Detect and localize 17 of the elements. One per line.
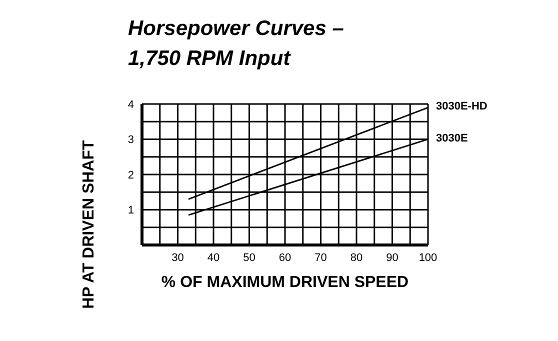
y-axis-title: HP AT DRIVEN SHAFT <box>80 140 98 309</box>
y-tick-label: 3 <box>128 134 134 146</box>
x-tick-label: 70 <box>314 252 327 264</box>
x-axis-title: % OF MAXIMUM DRIVEN SPEED <box>161 274 409 291</box>
x-tick-label: 60 <box>278 252 292 264</box>
series-label: 3030E <box>436 132 468 144</box>
x-tick-label: 100 <box>418 252 438 264</box>
chart-title: Horsepower Curves – 1,750 RPM Input <box>128 16 344 72</box>
y-tick-label: 2 <box>128 169 134 182</box>
x-tick-label: 90 <box>386 252 398 264</box>
y-tick-label: 1 <box>128 204 134 217</box>
x-tick-label: 50 <box>243 252 256 264</box>
series-label: 3030E-HD <box>436 100 488 113</box>
y-tick-label: 4 <box>128 98 134 111</box>
x-tick-label: 40 <box>207 252 220 264</box>
x-tick-label: 30 <box>172 252 184 264</box>
x-tick-label: 80 <box>350 252 363 264</box>
